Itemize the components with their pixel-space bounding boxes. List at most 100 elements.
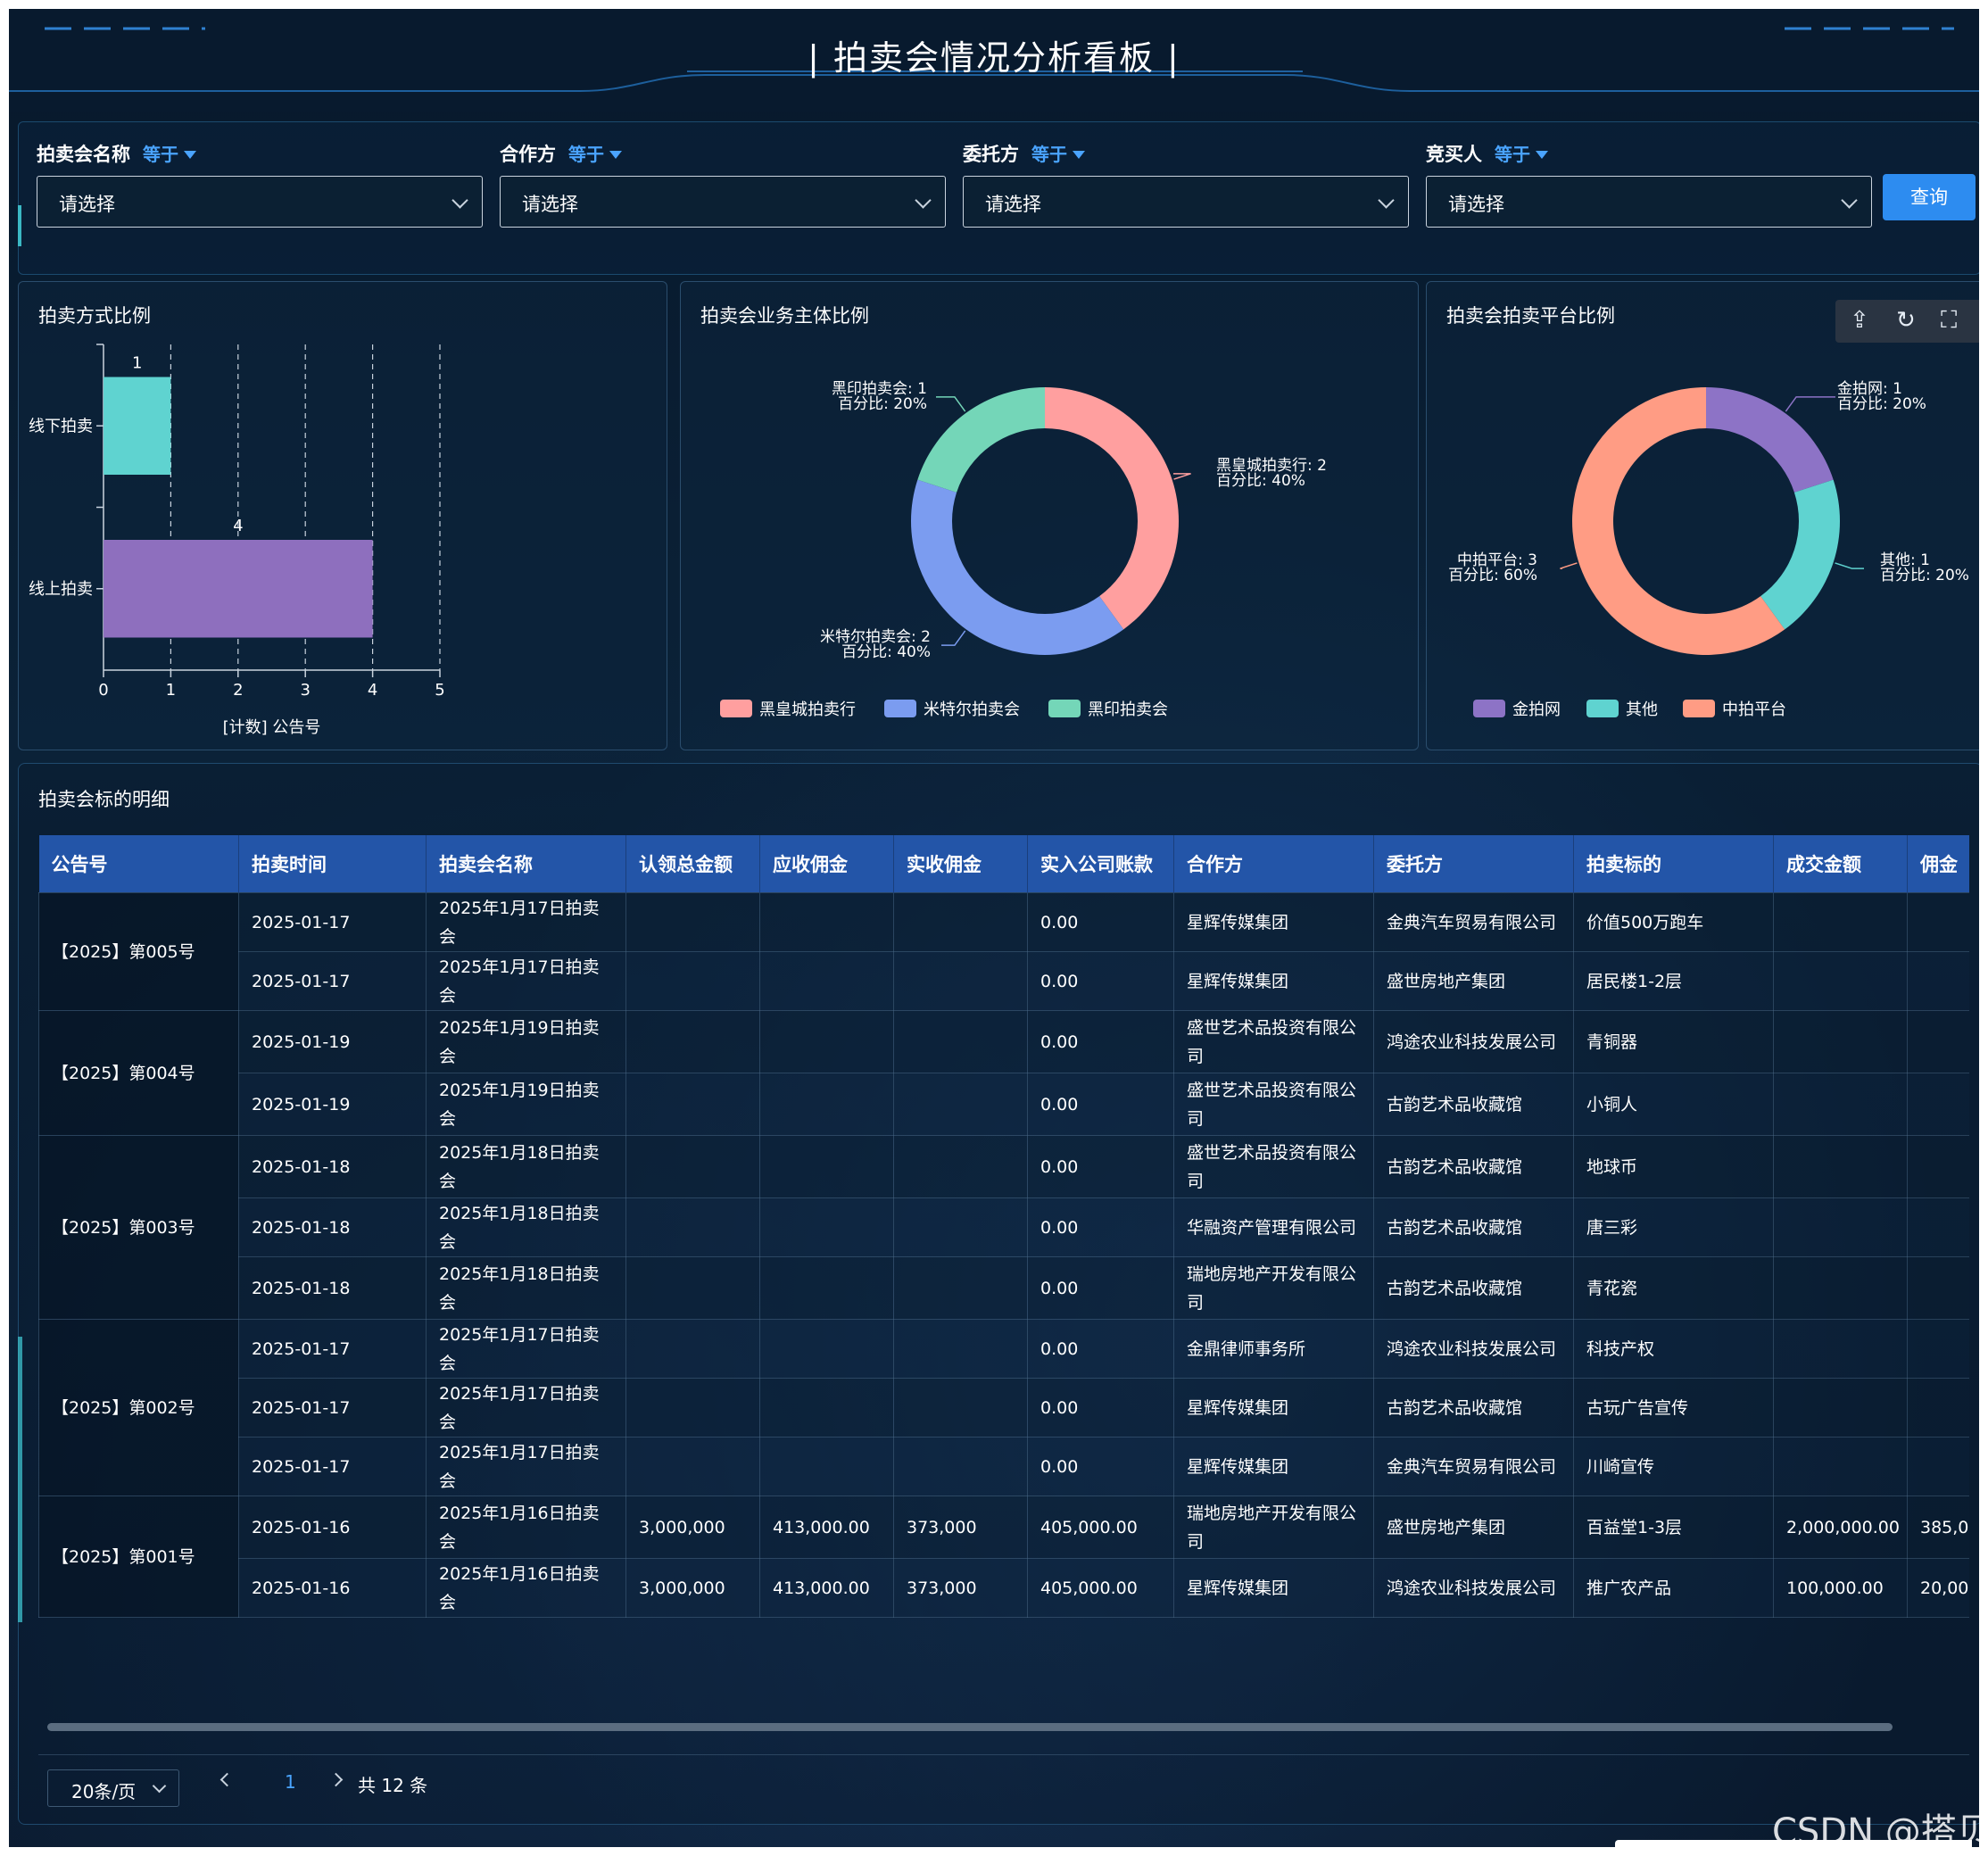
table-row[interactable]: 【2025】第004号 2025-01-19 2025年1月19日拍卖会 0.00 盛世…: [38, 1010, 1969, 1136]
legend-swatch: [1683, 700, 1715, 717]
table-cell: 0.00: [1027, 1073, 1174, 1136]
table-cell: [893, 1319, 1028, 1379]
table-row[interactable]: 【2025】第005号 2025-01-17 2025年1月17日拍卖会 0.00 星辉…: [38, 892, 1969, 1011]
table-cell: 金典汽车贸易有限公司: [1373, 892, 1574, 952]
next-page-icon[interactable]: [328, 1772, 344, 1787]
header: | 拍卖会情况分析看板 |: [9, 9, 1979, 112]
bidder-select[interactable]: 请选择: [1426, 176, 1872, 228]
table-cell: 2025年1月17日拍卖会: [426, 1319, 626, 1379]
side-accent: [18, 1337, 22, 1622]
table-row[interactable]: 2025-01-16 2025年1月16日拍卖会 3,000,000 413,000.…: [39, 1558, 1969, 1618]
table-row[interactable]: 【2025】第002号 2025-01-17 2025年1月17日拍卖会 0.00 金鼎…: [38, 1319, 1969, 1496]
table-cell: [1907, 1073, 1969, 1136]
column-header[interactable]: 实收佣金: [893, 835, 1028, 893]
x-tick-label: 5: [435, 681, 444, 700]
table-cell: [625, 1378, 760, 1438]
filter-partner: 合作方 等于 请选择: [500, 140, 946, 228]
table-cell: 2025年1月19日拍卖会: [426, 1073, 626, 1136]
filter-bidder: 竞买人 等于 请选择: [1426, 140, 1872, 228]
table-cell: [625, 1319, 760, 1379]
auction-name-select[interactable]: 请选择: [37, 176, 483, 228]
table-cell: [893, 1135, 1028, 1198]
slice-黑印拍卖会: [917, 387, 1045, 493]
column-header[interactable]: 实入公司账款: [1027, 835, 1174, 893]
x-tick-label: 0: [98, 681, 108, 700]
column-header[interactable]: 拍卖时间: [238, 835, 427, 893]
fullscreen-icon[interactable]: ⛶: [1941, 307, 1958, 334]
chart-toolbar: ⇪ ↻ ⛶: [1835, 300, 1979, 343]
column-header[interactable]: 拍卖会名称: [426, 835, 626, 893]
column-header[interactable]: 佣金: [1907, 835, 1969, 893]
legend-swatch: [1473, 700, 1505, 717]
page-number[interactable]: 1: [285, 1771, 296, 1793]
leader-line: [1785, 396, 1835, 412]
notice-number-cell: 【2025】第003号: [38, 1135, 239, 1320]
table-row[interactable]: 2025-01-18 2025年1月18日拍卖会 0.00 瑞地房地产开发有限公司 古韵…: [39, 1256, 1969, 1320]
table-cell: [1907, 951, 1969, 1011]
consignor-select[interactable]: 请选择: [963, 176, 1409, 228]
page-title-text: 拍卖会情况分析看板: [832, 38, 1155, 78]
table-row[interactable]: 【2025】第001号 2025-01-16 2025年1月16日拍卖会 3,000,…: [38, 1496, 1969, 1618]
column-header[interactable]: 认领总金额: [625, 835, 760, 893]
table-cell: [1907, 1256, 1969, 1320]
chevron-down-icon: [451, 192, 468, 209]
table-header-row: 公告号 拍卖时间 拍卖会名称 认领总金额 应收佣金 实收佣金 实入公司账款 合作方 委托方 拍卖标…: [38, 835, 1969, 893]
table-cell: [759, 1378, 894, 1438]
slice-其他: [1760, 479, 1840, 630]
table-row[interactable]: 2025-01-17 2025年1月17日拍卖会 0.00 星辉传媒集团 金典汽车贸易有…: [39, 1437, 1969, 1496]
slice-percent-label: 百分比: 40%: [841, 643, 931, 661]
column-header[interactable]: 应收佣金: [759, 835, 894, 893]
refresh-icon[interactable]: ↻: [1896, 307, 1916, 334]
auction-method-bar-chart: 0 1 2 3 4 5 线下拍卖 1 线上拍卖 4 [计数] 公告号: [29, 344, 445, 737]
table-cell: [625, 892, 760, 952]
table-row[interactable]: 2025-01-18 2025年1月18日拍卖会 0.00 华融资产管理有限公司 古韵艺…: [39, 1197, 1969, 1257]
dashboard-frame: | 拍卖会情况分析看板 | 拍卖会名称 等于 请选择 合作方 等于 请选择 委托方 等于 …: [9, 9, 1979, 1847]
page-size-select[interactable]: 20条/页: [47, 1769, 179, 1807]
table-cell: 鸿途农业科技发展公司: [1373, 1010, 1574, 1073]
filter-operator-dropdown[interactable]: 等于: [143, 144, 196, 165]
table-row[interactable]: 【2025】第003号 2025-01-18 2025年1月18日拍卖会 0.00 盛世…: [38, 1135, 1969, 1320]
table-row[interactable]: 2025-01-17 2025年1月17日拍卖会 0.00 星辉传媒集团 古韵艺术品收藏…: [39, 1378, 1969, 1438]
slice-金拍网: [1706, 387, 1834, 493]
table-cell: 373,000: [893, 1558, 1028, 1618]
slice-percent-label: 百分比: 40%: [1216, 472, 1305, 490]
table-cell: [1907, 1010, 1969, 1073]
table-cell: 2025-01-18: [238, 1135, 427, 1198]
bar-data-label: 1: [132, 354, 142, 373]
table-cell: 413,000.00: [759, 1496, 894, 1559]
table-cell: 价值500万跑车: [1573, 892, 1774, 952]
table-scroll-area[interactable]: 公告号 拍卖时间 拍卖会名称 认领总金额 应收佣金 实收佣金 实入公司账款 合作方 委托方 拍卖标…: [38, 835, 1969, 1619]
prev-page-icon[interactable]: [220, 1772, 235, 1787]
column-header[interactable]: 委托方: [1373, 835, 1574, 893]
slice-percent-label: 百分比: 60%: [1448, 567, 1537, 584]
table-cell: 盛世房地产集团: [1373, 951, 1574, 1011]
export-icon[interactable]: ⇪: [1850, 307, 1869, 334]
table-cell: 华融资产管理有限公司: [1173, 1197, 1374, 1257]
table-cell: 2025年1月18日拍卖会: [426, 1135, 626, 1198]
table-row[interactable]: 2025-01-17 2025年1月17日拍卖会 0.00 星辉传媒集团 盛世房地产集团…: [39, 951, 1969, 1011]
table-cell: 405,000.00: [1027, 1558, 1174, 1618]
notice-number-cell: 【2025】第005号: [38, 892, 239, 1011]
column-header[interactable]: 合作方: [1173, 835, 1374, 893]
table-cell: [759, 951, 894, 1011]
table-cell: 0.00: [1027, 892, 1174, 952]
column-header[interactable]: 拍卖标的: [1573, 835, 1774, 893]
filter-operator-dropdown[interactable]: 等于: [568, 144, 622, 165]
table-cell: 古韵艺术品收藏馆: [1373, 1135, 1574, 1198]
table-cell: 川崎宣传: [1573, 1437, 1774, 1496]
column-header[interactable]: 公告号: [38, 835, 239, 893]
filter-operator-dropdown[interactable]: 等于: [1031, 144, 1085, 165]
table-cell: 2025-01-18: [238, 1197, 427, 1257]
table-cell: [625, 1197, 760, 1257]
leader-line: [941, 630, 966, 646]
table-cell: 星辉传媒集团: [1173, 1378, 1374, 1438]
table-cell: 瑞地房地产开发有限公司: [1173, 1496, 1374, 1559]
partner-select[interactable]: 请选择: [500, 176, 946, 228]
column-header[interactable]: 成交金额: [1773, 835, 1908, 893]
table-cell: 3,000,000: [625, 1558, 760, 1618]
horizontal-scrollbar[interactable]: [47, 1723, 1893, 1731]
table-row[interactable]: 2025-01-19 2025年1月19日拍卖会 0.00 盛世艺术品投资有限公司 古韵…: [39, 1073, 1969, 1136]
filter-operator-dropdown[interactable]: 等于: [1495, 144, 1548, 165]
query-button[interactable]: 查询: [1883, 174, 1976, 220]
